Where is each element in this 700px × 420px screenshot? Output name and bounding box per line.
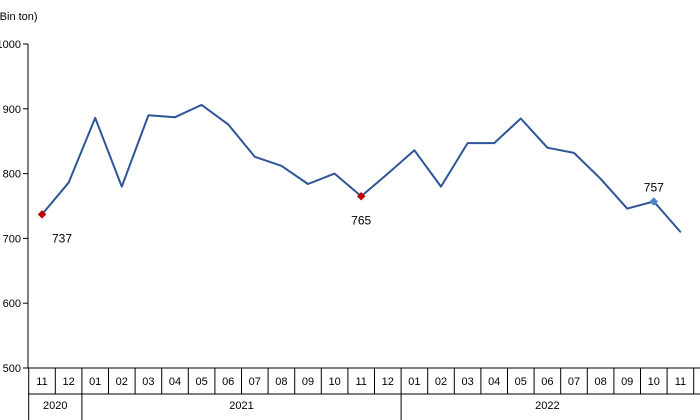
x-tick-label: 07: [249, 376, 261, 388]
data-label: 737: [52, 231, 72, 245]
x-tick-label: 12: [62, 376, 74, 388]
x-tick-label: 07: [568, 376, 580, 388]
data-point: [67, 181, 70, 184]
y-tick-label: 500: [3, 363, 21, 375]
year-label: 2020: [43, 400, 67, 412]
data-point: [147, 114, 150, 117]
y-tick-label: 1000: [0, 39, 21, 51]
x-tick-label: 05: [515, 376, 527, 388]
data-point: [679, 231, 682, 233]
x-tick-label: 12: [382, 376, 394, 388]
x-axis: 11 12 01 02 03 04 05 06 07 08 09 10 11 12 01 02 03 04 05 06…: [28, 367, 700, 420]
data-point: [440, 185, 442, 188]
data-point: [280, 165, 283, 167]
x-tick-label: 08: [275, 376, 287, 388]
x-tick-label: 06: [222, 376, 234, 388]
data-point: [307, 183, 309, 185]
x-tick-label: 09: [621, 376, 633, 388]
year-label: 2021: [229, 400, 253, 412]
data-point: [254, 155, 256, 158]
x-tick-label: 08: [594, 376, 606, 388]
plot-area: 737 765 757: [37, 103, 682, 245]
data-point: [200, 104, 203, 106]
data-point: [546, 146, 549, 149]
x-tick-label: 03: [142, 376, 154, 388]
x-tick-label: 11: [675, 376, 686, 388]
data-point: [227, 123, 229, 126]
x-tick-label: 11: [355, 376, 366, 388]
x-tick-label: 01: [89, 376, 101, 388]
year-label: 2022: [535, 400, 559, 412]
x-tick-label: 01: [408, 376, 420, 388]
x-tick-label: 05: [195, 376, 207, 388]
data-point: [121, 185, 123, 188]
x-tick-label: 03: [461, 376, 473, 388]
x-tick-label: 02: [435, 376, 447, 388]
y-tick-label: 800: [3, 169, 21, 181]
data-point: [599, 177, 602, 180]
data-point: [626, 207, 628, 210]
y-tick-label: 700: [3, 233, 21, 245]
data-point: [466, 142, 469, 144]
data-point: [493, 142, 496, 144]
x-tick-label: 04: [488, 376, 500, 388]
x-tick-label: 06: [541, 376, 553, 388]
data-point: [413, 149, 416, 152]
highlight-marker: [37, 210, 47, 219]
x-tick-label: 11: [36, 376, 47, 388]
x-tick-label: 04: [169, 376, 181, 388]
y-axis: 1000 900 800 700 600 500: [0, 39, 29, 375]
x-tick-label: 02: [116, 376, 128, 388]
data-point: [387, 172, 389, 175]
data-label: 765: [351, 213, 371, 227]
data-point: [573, 152, 575, 154]
data-point: [333, 172, 336, 175]
highlight-marker: [356, 192, 366, 201]
x-tick-label: 09: [302, 376, 314, 388]
data-point: [520, 117, 522, 120]
data-point: [174, 116, 176, 119]
data-point: [94, 117, 96, 119]
x-tick-label: 10: [648, 376, 660, 388]
y-unit-label: (Bin ton): [0, 11, 38, 23]
y-tick-label: 900: [3, 104, 21, 116]
x-tick-label: 10: [328, 376, 340, 388]
y-tick-label: 600: [3, 298, 21, 310]
data-label: 757: [644, 180, 664, 194]
